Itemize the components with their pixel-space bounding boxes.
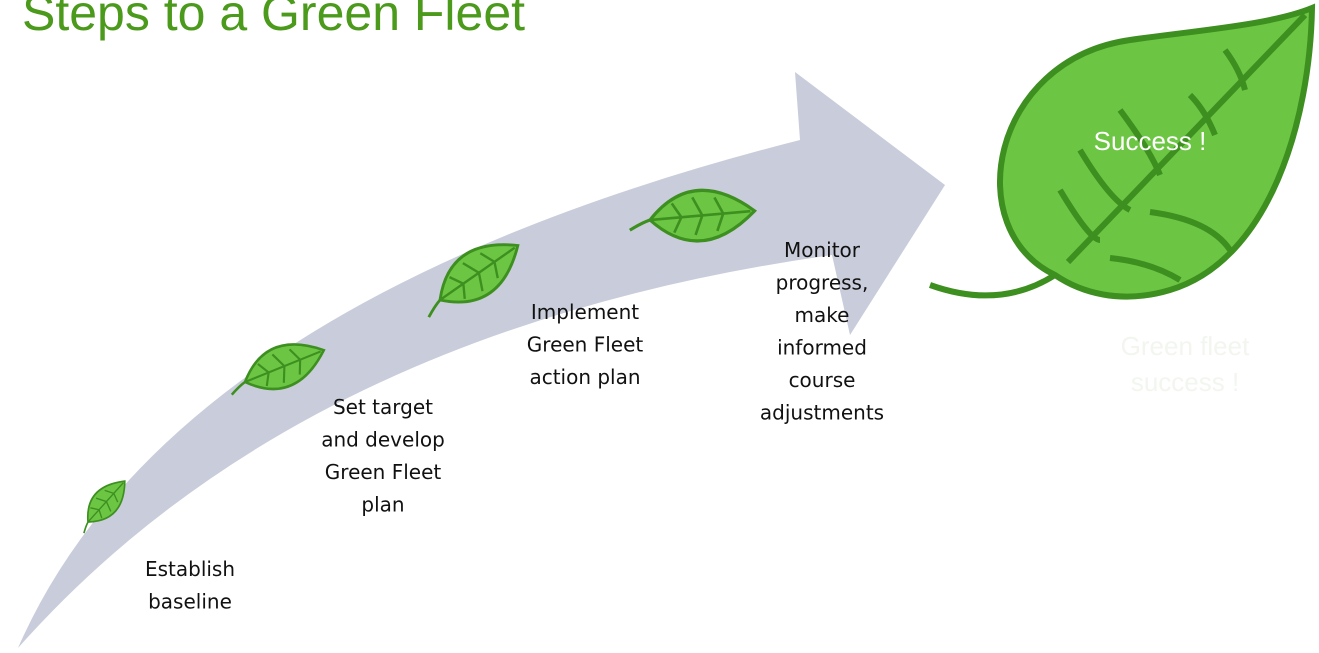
step-label: adjustments bbox=[760, 401, 884, 425]
step-label: Establish bbox=[145, 557, 235, 581]
step-label: action plan bbox=[529, 365, 640, 389]
step-label: and develop bbox=[321, 428, 445, 452]
steps: Establish baseline Set target and develop Gr… bbox=[145, 238, 884, 614]
success-leaf bbox=[928, 3, 1316, 300]
step-label: baseline bbox=[148, 590, 232, 614]
step-label: make bbox=[795, 303, 850, 327]
step-label: Set target bbox=[333, 395, 433, 419]
step-label: Green Fleet bbox=[527, 333, 644, 357]
step-label: informed bbox=[777, 336, 867, 360]
step-label: Green Fleet bbox=[325, 460, 442, 484]
title: Steps to a Green Fleet bbox=[22, 0, 525, 41]
step-label: Monitor bbox=[784, 238, 861, 262]
step-label: course bbox=[789, 368, 856, 392]
caption-line: success ! bbox=[1131, 367, 1239, 397]
caption-line: Green fleet bbox=[1121, 331, 1250, 361]
success-label: Success ! bbox=[1094, 126, 1207, 156]
success-caption: Green fleet success ! bbox=[1121, 331, 1250, 397]
step-label: plan bbox=[361, 493, 404, 517]
step-label: progress, bbox=[776, 271, 869, 295]
step-label: Implement bbox=[531, 300, 639, 324]
